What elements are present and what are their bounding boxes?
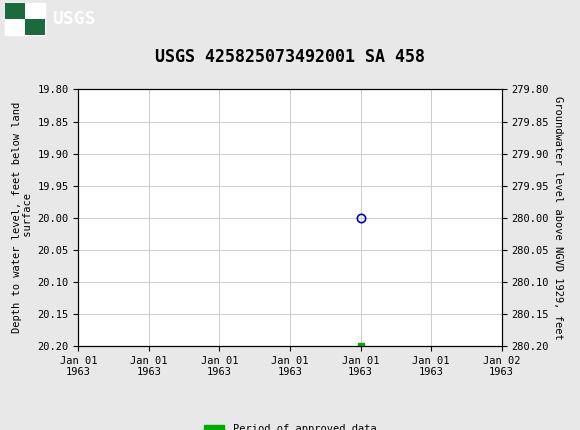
Y-axis label: Groundwater level above NGVD 1929, feet: Groundwater level above NGVD 1929, feet — [553, 96, 563, 340]
Legend: Period of approved data: Period of approved data — [200, 420, 380, 430]
Text: USGS: USGS — [52, 10, 96, 28]
FancyBboxPatch shape — [5, 3, 45, 35]
Y-axis label: Depth to water level, feet below land
 surface: Depth to water level, feet below land su… — [12, 102, 33, 333]
FancyBboxPatch shape — [5, 3, 25, 19]
Text: USGS 425825073492001 SA 458: USGS 425825073492001 SA 458 — [155, 48, 425, 66]
FancyBboxPatch shape — [25, 19, 45, 35]
